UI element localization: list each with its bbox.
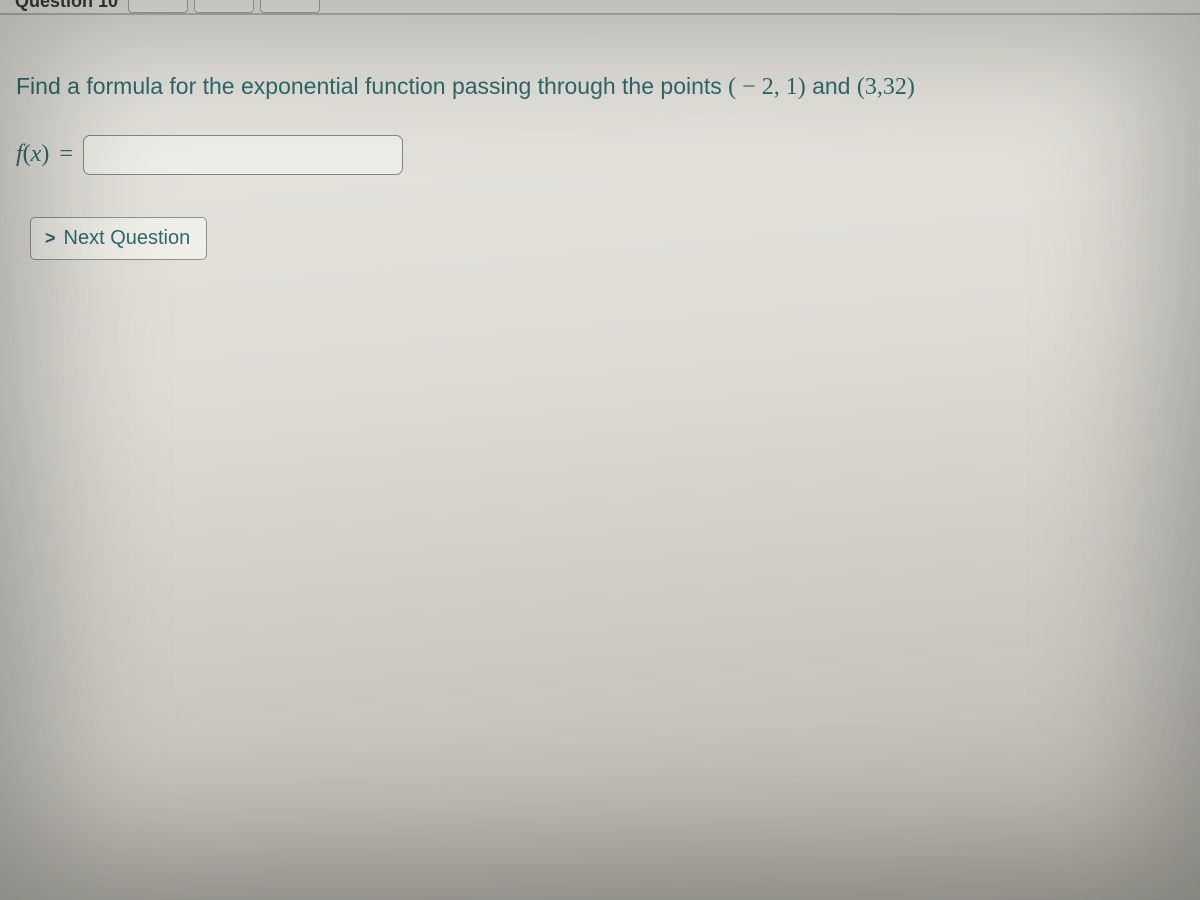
header-controls [128, 0, 320, 13]
question-number-label: Question 10 [15, 0, 118, 12]
header-box[interactable] [194, 0, 254, 13]
prompt-connector: and [812, 73, 857, 99]
prompt-point-2: (3,32) [857, 74, 915, 100]
fx-close-paren: ) [41, 141, 49, 167]
question-prompt: Find a formula for the exponential funct… [16, 70, 1184, 105]
question-body: Find a formula for the exponential funct… [0, 15, 1200, 280]
header-box[interactable] [260, 0, 320, 13]
fx-f: f [16, 141, 23, 167]
header-box[interactable] [128, 0, 188, 13]
chevron-right-icon: > [45, 228, 56, 249]
next-button-label: Next Question [64, 227, 191, 250]
fx-equals: = [59, 141, 73, 167]
fx-open-paren: ( [23, 141, 31, 167]
prompt-point-1: ( − 2, 1) [728, 74, 806, 100]
prompt-text: Find a formula for the exponential funct… [16, 73, 728, 99]
answer-input[interactable] [83, 135, 403, 175]
question-header-bar: Question 10 [0, 0, 1200, 15]
answer-row: f(x) = [16, 135, 1184, 175]
fx-var: x [31, 141, 42, 167]
next-question-button[interactable]: > Next Question [30, 217, 207, 260]
fx-label: f(x) = [16, 141, 73, 168]
